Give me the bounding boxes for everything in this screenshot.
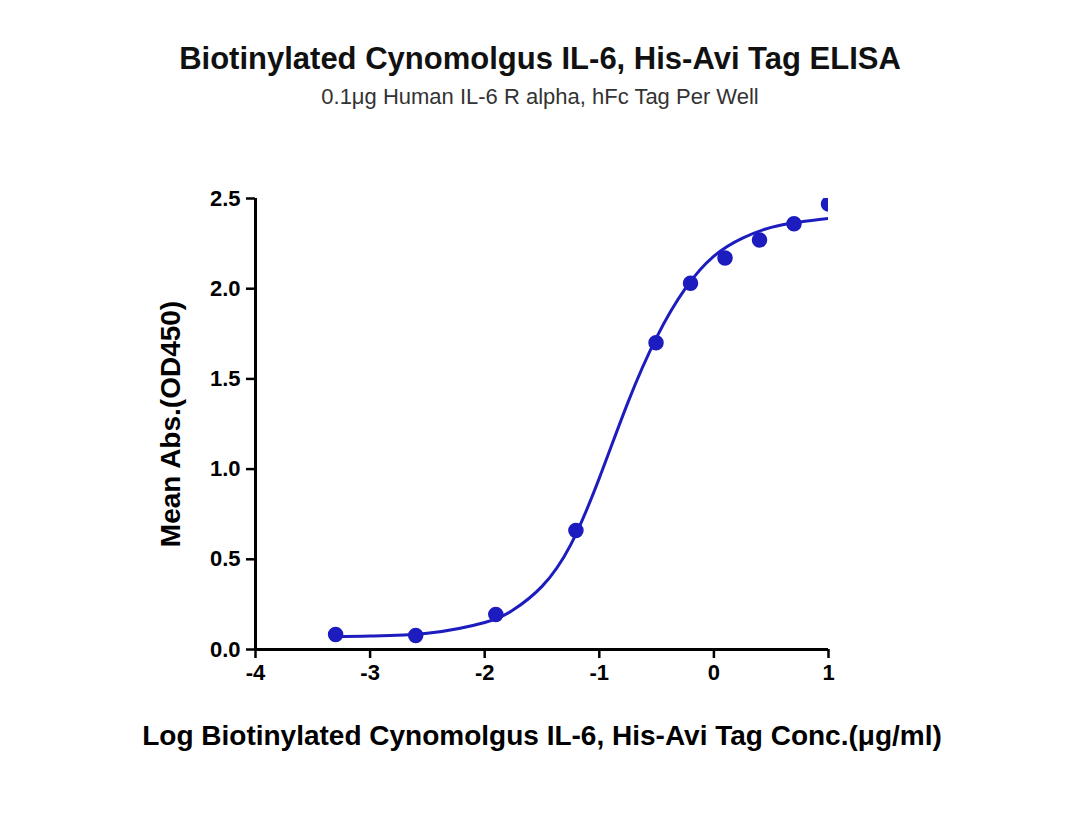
svg-text:2.0: 2.0 (210, 276, 241, 301)
svg-text:0.0: 0.0 (210, 637, 241, 662)
svg-text:-4: -4 (246, 660, 266, 685)
svg-text:-3: -3 (360, 660, 380, 685)
svg-text:2.5: 2.5 (210, 186, 241, 211)
svg-text:0: 0 (708, 660, 720, 685)
svg-text:Log Biotinylated Cynomolgus IL: Log Biotinylated Cynomolgus IL-6, His-Av… (142, 720, 942, 751)
html-text:Biotinylated Cynomolgus IL-6,: Biotinylated Cynomolgus IL-6, His-Avi Ta… (179, 41, 901, 76)
svg-text:1.5: 1.5 (210, 366, 241, 391)
html-text:0.1μg Human IL-6 R alpha, hFc: 0.1μg Human IL-6 R alpha, hFc Tag Per We… (321, 84, 759, 109)
svg-text:1: 1 (822, 660, 834, 685)
svg-text:-1: -1 (590, 660, 610, 685)
svg-text:Mean Abs.(OD450): Mean Abs.(OD450) (155, 301, 186, 547)
svg-text:-2: -2 (475, 660, 495, 685)
svg-text:0.5: 0.5 (210, 546, 241, 571)
svg-text:1.0: 1.0 (210, 456, 241, 481)
